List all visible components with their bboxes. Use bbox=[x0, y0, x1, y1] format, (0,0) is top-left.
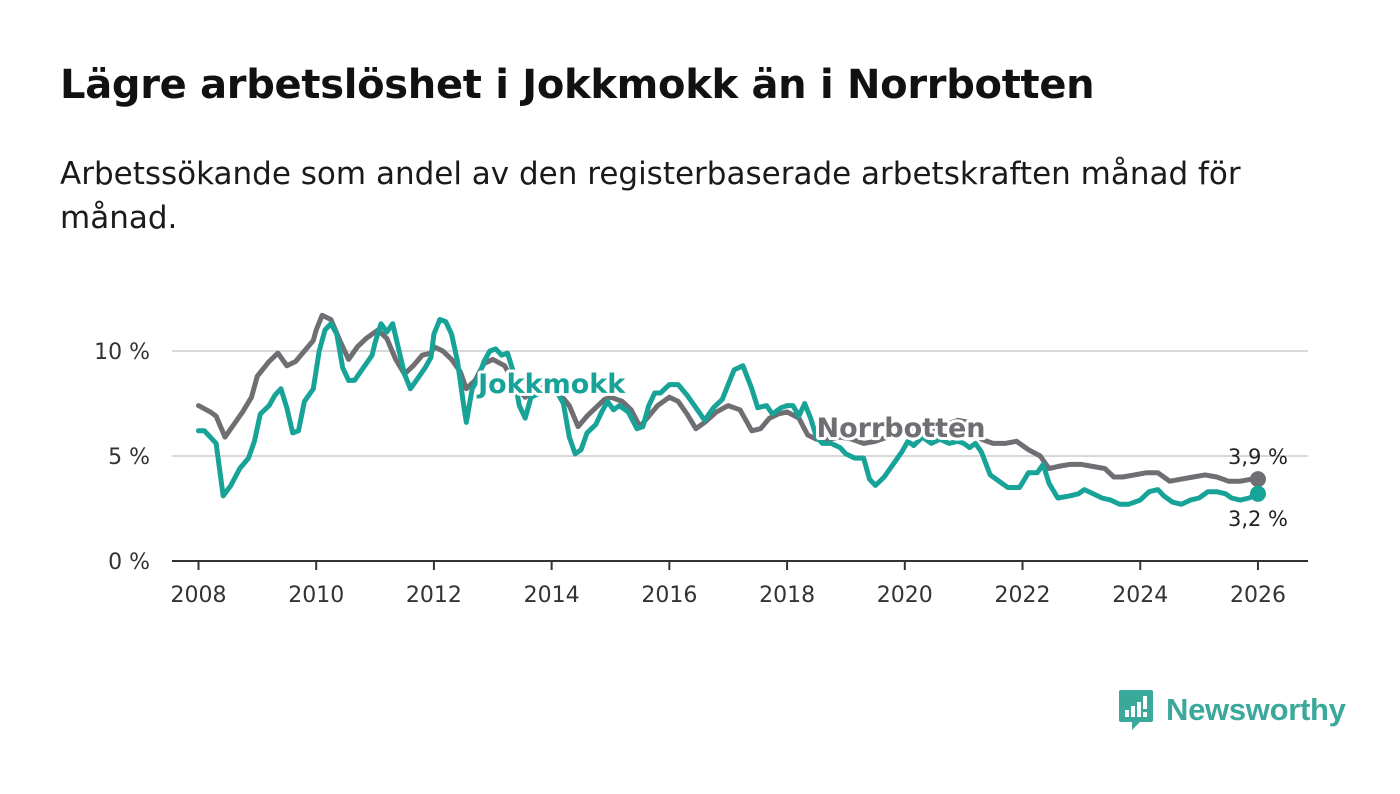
x-tick-label: 2010 bbox=[288, 583, 344, 608]
chart-title: Lägre arbetslöshet i Jokkmokk än i Norrb… bbox=[60, 62, 1095, 108]
chart-subtitle: Arbetssökande som andel av den registerb… bbox=[60, 156, 1241, 236]
x-tick-label: 2022 bbox=[995, 583, 1051, 608]
x-tick-label: 2012 bbox=[406, 583, 462, 608]
end-label-norrbotten: 3,9 % bbox=[1228, 445, 1288, 469]
series-lines bbox=[196, 312, 1266, 507]
x-tick-label: 2018 bbox=[759, 583, 815, 608]
newsworthy-logo-icon bbox=[1119, 690, 1153, 730]
x-tick-label: 2016 bbox=[641, 583, 697, 608]
x-tick-label: 2026 bbox=[1230, 583, 1286, 608]
series-label-jokkmokk: Jokkmokk bbox=[476, 369, 626, 400]
end-marker-norrbotten bbox=[1249, 471, 1266, 488]
series-line-jokkmokk bbox=[196, 317, 1261, 507]
axes: 0 % 5 % 10 % 2008 2010 2012 2014 2016 2018 2020 20… bbox=[94, 340, 1308, 608]
x-tick-label: 2014 bbox=[524, 583, 580, 608]
x-tick-label: 2008 bbox=[170, 583, 226, 608]
y-tick-label: 0 % bbox=[108, 550, 150, 575]
x-tick-label: 2020 bbox=[877, 583, 933, 608]
x-tick-label: 2024 bbox=[1112, 583, 1168, 608]
brand-name: Newsworthy bbox=[1166, 692, 1346, 727]
series-labels: 3,9 % 3,2 % Jokkmokk Norrbotten bbox=[473, 366, 1288, 531]
newsworthy-logo[interactable]: Newsworthy bbox=[1118, 688, 1346, 732]
end-marker-jokkmokk bbox=[1249, 485, 1266, 502]
end-label-jokkmokk: 3,2 % bbox=[1228, 507, 1288, 531]
y-tick-label: 5 % bbox=[108, 445, 150, 470]
series-label-norrbotten: Norrbotten bbox=[817, 413, 986, 444]
y-tick-label: 10 % bbox=[94, 340, 150, 365]
grid-lines bbox=[172, 350, 1308, 457]
series-line-norrbotten bbox=[196, 312, 1261, 484]
